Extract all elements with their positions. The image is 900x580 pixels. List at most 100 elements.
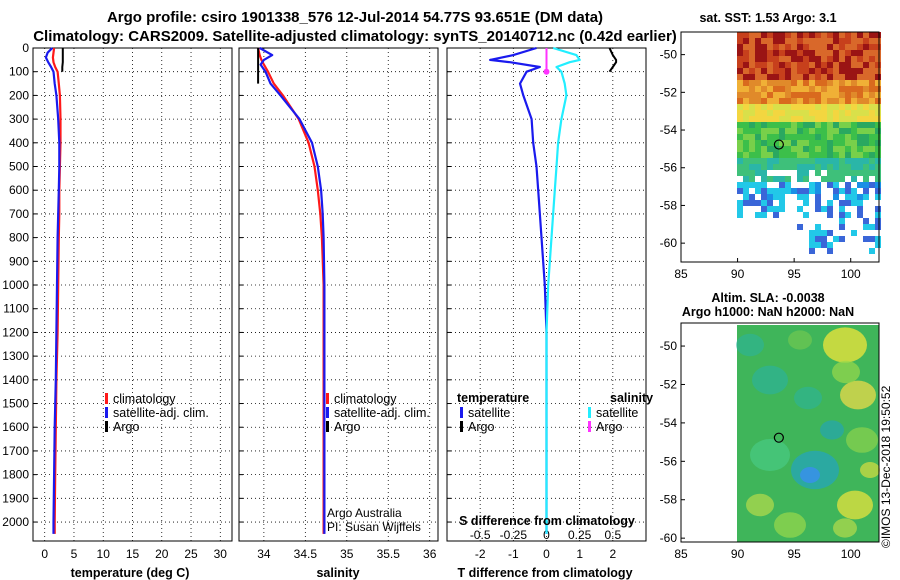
y-tick-label: -56 [660, 161, 678, 175]
map-cell [791, 56, 797, 62]
map-cell [857, 32, 863, 38]
map-cell [857, 44, 863, 50]
map-cell [773, 188, 779, 194]
map-cell [833, 74, 839, 80]
map-cell [785, 182, 791, 188]
map-cell [839, 86, 845, 92]
map-cell [809, 50, 815, 56]
map-cell [827, 92, 833, 98]
map-cell [743, 182, 749, 188]
x-tick-label: -2 [475, 547, 486, 561]
map-cell [845, 98, 851, 104]
map-cell [791, 80, 797, 86]
map-cell [833, 80, 839, 86]
map-cell [857, 134, 863, 140]
map-cell [791, 128, 797, 134]
x-tick-label: 2 [609, 547, 616, 561]
map-cell [803, 188, 809, 194]
map-cell [845, 74, 851, 80]
map-cell [839, 158, 845, 164]
map-cell [755, 146, 761, 152]
map-cell [761, 206, 767, 212]
map-cell [869, 74, 875, 80]
map-cell [875, 86, 881, 92]
map-cell [827, 68, 833, 74]
map-cell [845, 146, 851, 152]
map-cell [851, 230, 857, 236]
map-cell [743, 194, 749, 200]
map-cell [869, 134, 875, 140]
map-cell [839, 44, 845, 50]
map-cell [875, 92, 881, 98]
map-cell [743, 122, 749, 128]
map-cell [779, 98, 785, 104]
map-cell [785, 80, 791, 86]
map-cell [737, 50, 743, 56]
x-tick-label: 85 [674, 547, 688, 561]
map-cell [749, 92, 755, 98]
legend-swatch-satellite [460, 407, 463, 418]
map-cell [803, 176, 809, 182]
x-tick-label: 1 [576, 547, 583, 561]
y-tick-label: 300 [9, 112, 29, 126]
map-cell [755, 164, 761, 170]
map-cell [755, 110, 761, 116]
map-cell [827, 206, 833, 212]
map-cell [815, 56, 821, 62]
map-cell [755, 170, 761, 176]
legend-swatch-argo [326, 421, 329, 432]
map-cell [857, 116, 863, 122]
map-frame [680, 322, 880, 543]
map-cell [821, 206, 827, 212]
map-cell [809, 188, 815, 194]
map-cell [863, 134, 869, 140]
map-cell [833, 38, 839, 44]
map-cell [767, 146, 773, 152]
map-cell [875, 170, 881, 176]
map-cell [743, 146, 749, 152]
map-cell [749, 170, 755, 176]
map-cell [743, 104, 749, 110]
map-cell [839, 134, 845, 140]
x-tick-label: 35.5 [377, 547, 401, 561]
map-cell [827, 38, 833, 44]
map-cell [863, 170, 869, 176]
map-cell [743, 158, 749, 164]
map-cell [827, 104, 833, 110]
map-cell [767, 104, 773, 110]
map-cell [857, 158, 863, 164]
map-cell [875, 140, 881, 146]
map-cell [857, 152, 863, 158]
map-cell [785, 104, 791, 110]
map-cell [827, 116, 833, 122]
map-cell [863, 74, 869, 80]
map-cell [737, 164, 743, 170]
map-cell [863, 194, 869, 200]
map-cell [767, 164, 773, 170]
map-cell [869, 86, 875, 92]
map-cell [827, 212, 833, 218]
map-cell [791, 140, 797, 146]
map-cell [845, 62, 851, 68]
legend-title-salinity: salinity [610, 391, 653, 405]
map-cell [845, 152, 851, 158]
map-cell [779, 50, 785, 56]
y-tick-label: 1000 [2, 278, 29, 292]
map-cell [863, 62, 869, 68]
map-cell [773, 116, 779, 122]
map-cell [869, 164, 875, 170]
map-cell [815, 224, 821, 230]
map-cell [761, 68, 767, 74]
map-cell [809, 38, 815, 44]
map-cell [839, 164, 845, 170]
map-cell [869, 98, 875, 104]
map-cell [839, 116, 845, 122]
map-cell [755, 128, 761, 134]
map-cell [749, 86, 755, 92]
map-cell [845, 104, 851, 110]
map-cell [875, 116, 881, 122]
map-cell [749, 164, 755, 170]
map-cell [815, 170, 821, 176]
temperature-panel: 0 5 10 15 20 25 300100200300400500600700800900… [2, 41, 233, 561]
map-cell [869, 110, 875, 116]
